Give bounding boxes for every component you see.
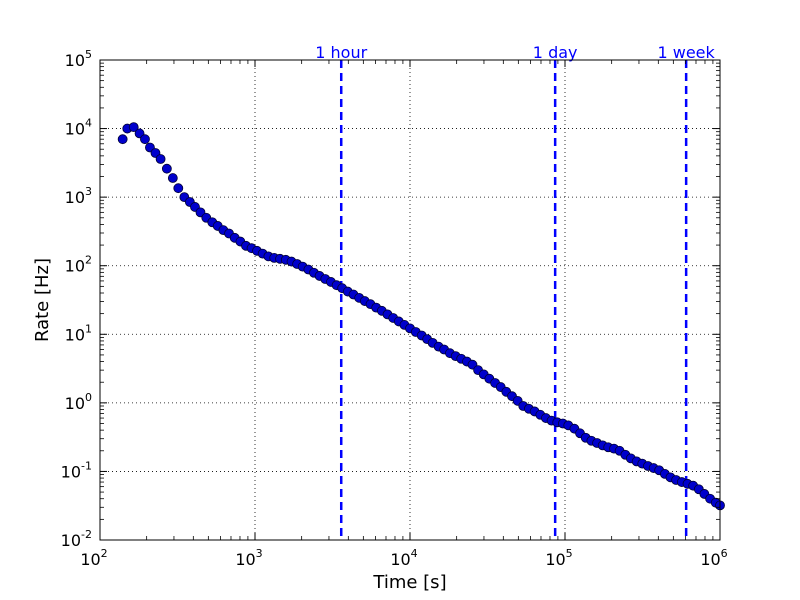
reference-lines: 1 hour 1 day 1 week [315,43,716,540]
y-tick-label: 10-1 [61,459,92,481]
y-tick-labels: 10-2 10-1 100 101 102 103 104 105 [61,48,92,550]
data-points [117,122,725,511]
data-point [128,122,139,133]
x-tick-label: 104 [390,547,417,569]
y-tick-label: 104 [65,117,92,139]
x-tick-label: 102 [80,547,107,569]
data-point [161,163,172,174]
reference-line-label: 1 hour [315,43,367,62]
data-point [117,134,128,145]
y-tick-label: 101 [65,322,92,344]
grid-lines [100,60,720,540]
x-tick-labels: 102 103 104 105 106 [80,547,727,569]
data-point [173,183,184,194]
data-point [155,154,166,164]
reference-line-label: 1 day [533,43,578,62]
x-tick-label: 105 [545,547,572,569]
x-tick-label: 106 [700,547,727,569]
y-tick-label: 102 [65,254,92,276]
data-point [140,134,150,145]
axis-ticks [99,59,721,541]
y-tick-label: 103 [65,185,92,207]
y-tick-label: 100 [65,391,92,413]
y-axis-title: Rate [Hz] [32,258,53,342]
x-tick-label: 103 [235,547,262,569]
reference-line-label: 1 week [657,43,715,62]
y-tick-label: 10-2 [61,528,92,550]
data-point [167,173,178,183]
y-tick-label: 105 [65,48,92,70]
x-axis-title: Time [s] [372,572,446,593]
